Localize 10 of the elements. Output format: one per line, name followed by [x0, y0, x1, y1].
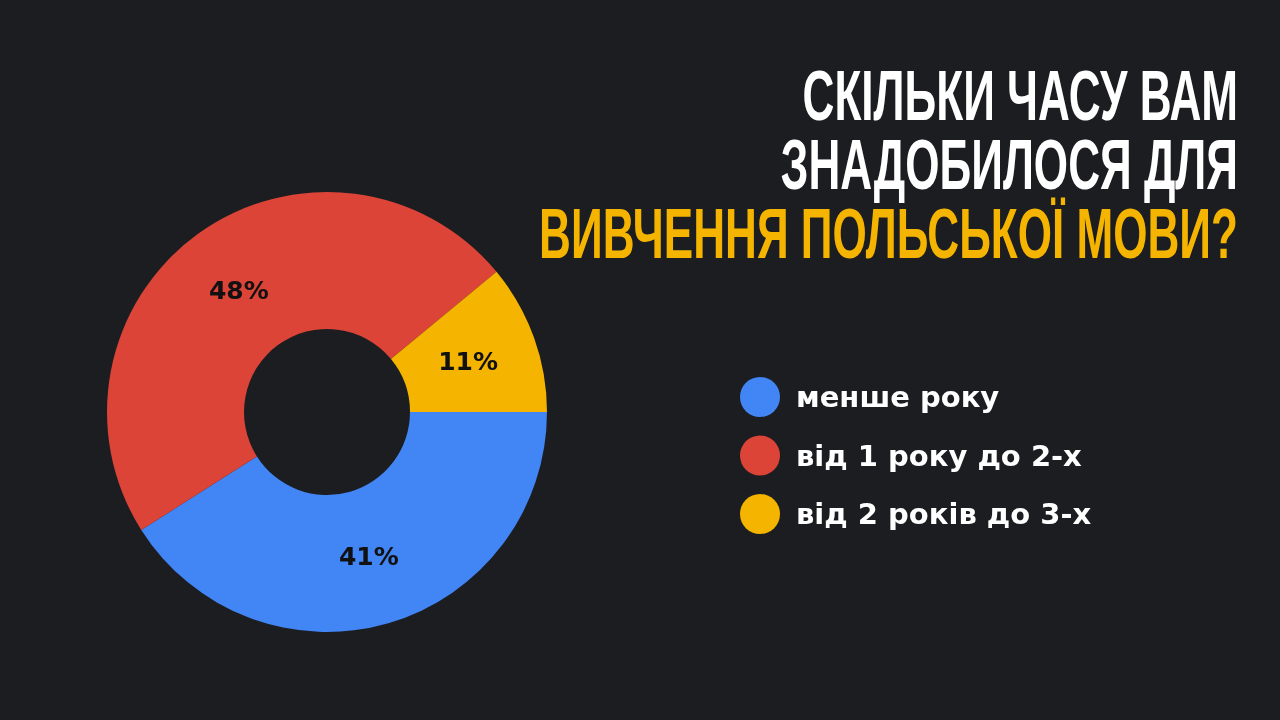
data-label: 41% — [338, 541, 399, 571]
legend-label: менше року — [796, 380, 1000, 415]
data-label: 48% — [208, 276, 269, 306]
donut-slice — [390, 271, 547, 412]
legend-label: від 1 року до 2-х — [796, 438, 1083, 473]
chart-title: СКІЛЬКИ ЧАСУ ВАМ ЗНАДОБИЛОСЯ ДЛЯ ВИВЧЕННЯ ПОЛЬСЬКОЇ МОВИ? — [539, 56, 1238, 273]
donut-slice — [141, 412, 547, 632]
legend-label: від 2 років до 3-х — [796, 497, 1092, 532]
donut-slice — [107, 192, 497, 530]
data-label: 11% — [438, 346, 499, 376]
